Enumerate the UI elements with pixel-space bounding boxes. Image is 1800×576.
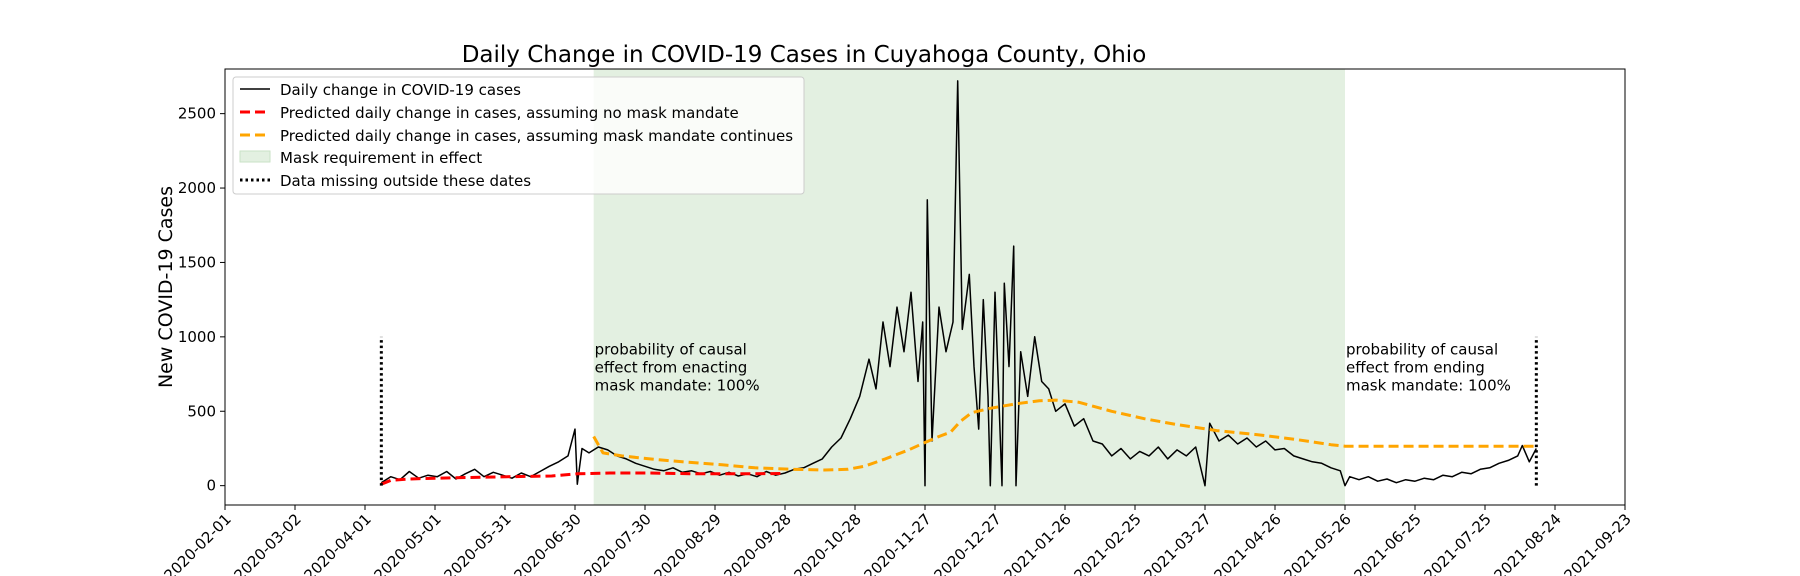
plot-layer — [379, 80, 1538, 487]
annotation-line: effect from ending — [1346, 359, 1485, 377]
x-tick-label: 2020-05-31 — [440, 510, 514, 576]
y-tick-label: 2500 — [178, 105, 216, 123]
annotation-line: mask mandate: 100% — [595, 377, 760, 395]
x-tick-label: 2020-11-27 — [860, 510, 934, 576]
annotations: probability of causal effect from enactin… — [595, 341, 1511, 395]
legend-label-data-missing: Data missing outside these dates — [280, 172, 531, 190]
y-axis-label: New COVID-19 Cases — [155, 186, 177, 388]
legend-swatch-mask-period — [239, 150, 271, 163]
annotation-line: effect from enacting — [595, 359, 748, 377]
annotation-enacting-mandate: probability of causal effect from enactin… — [595, 341, 760, 395]
annotation-ending-mandate: probability of causal effect from ending m… — [1346, 341, 1511, 395]
x-tick-label: 2020-08-29 — [650, 510, 724, 576]
x-tick-label: 2021-07-25 — [1420, 510, 1494, 576]
x-tick-label: 2021-03-27 — [1140, 510, 1214, 576]
y-tick-label: 500 — [187, 402, 216, 420]
legend-label-mask-period: Mask requirement in effect — [280, 149, 482, 167]
y-tick-label: 2000 — [178, 179, 216, 197]
x-tick-label: 2020-07-30 — [580, 510, 654, 576]
x-tick-label: 2020-06-30 — [510, 510, 584, 576]
x-tick-label: 2020-02-01 — [160, 510, 234, 576]
y-tick-label: 0 — [206, 477, 216, 495]
x-tick-label: 2021-06-25 — [1350, 510, 1424, 576]
y-axis-ticks: 0 500 1000 1500 2000 2500 — [178, 105, 225, 495]
series-predicted-mask-continues — [592, 398, 1537, 472]
legend-box — [232, 76, 805, 195]
legend-label-no-mask: Predicted daily change in cases, assumin… — [280, 104, 739, 122]
x-tick-label: 2020-10-28 — [790, 510, 864, 576]
x-tick-label: 2020-05-01 — [370, 510, 444, 576]
annotation-line: mask mandate: 100% — [1346, 377, 1511, 395]
x-tick-label: 2020-09-28 — [720, 510, 794, 576]
series-observed-cases — [380, 80, 1537, 487]
annotation-line: probability of causal — [595, 341, 747, 359]
x-tick-label: 2021-04-26 — [1210, 510, 1284, 576]
x-axis-ticks: 2020-02-012020-03-022020-04-012020-05-01… — [160, 505, 1635, 576]
x-tick-label: 2021-01-26 — [1000, 510, 1074, 576]
chart-title: Daily Change in COVID-19 Cases in Cuyaho… — [462, 42, 1147, 68]
series-predicted-no-mask — [380, 471, 786, 486]
x-tick-label: 2021-09-23 — [1560, 510, 1634, 576]
legend-label-observed: Daily change in COVID-19 cases — [280, 81, 521, 99]
x-tick-label: 2021-05-26 — [1280, 510, 1354, 576]
x-tick-label: 2020-03-02 — [230, 510, 304, 576]
x-tick-label: 2020-12-27 — [930, 510, 1004, 576]
y-tick-label: 1500 — [178, 253, 216, 271]
x-tick-label: 2020-04-01 — [300, 510, 374, 576]
legend-label-mask-continues: Predicted daily change in cases, assumin… — [280, 127, 793, 145]
annotation-line: probability of causal — [1346, 341, 1498, 359]
y-tick-label: 1000 — [178, 328, 216, 346]
x-tick-label: 2021-02-25 — [1070, 510, 1144, 576]
legend: Daily change in COVID-19 cases Predicted… — [232, 76, 805, 195]
x-tick-label: 2021-08-24 — [1490, 510, 1564, 576]
